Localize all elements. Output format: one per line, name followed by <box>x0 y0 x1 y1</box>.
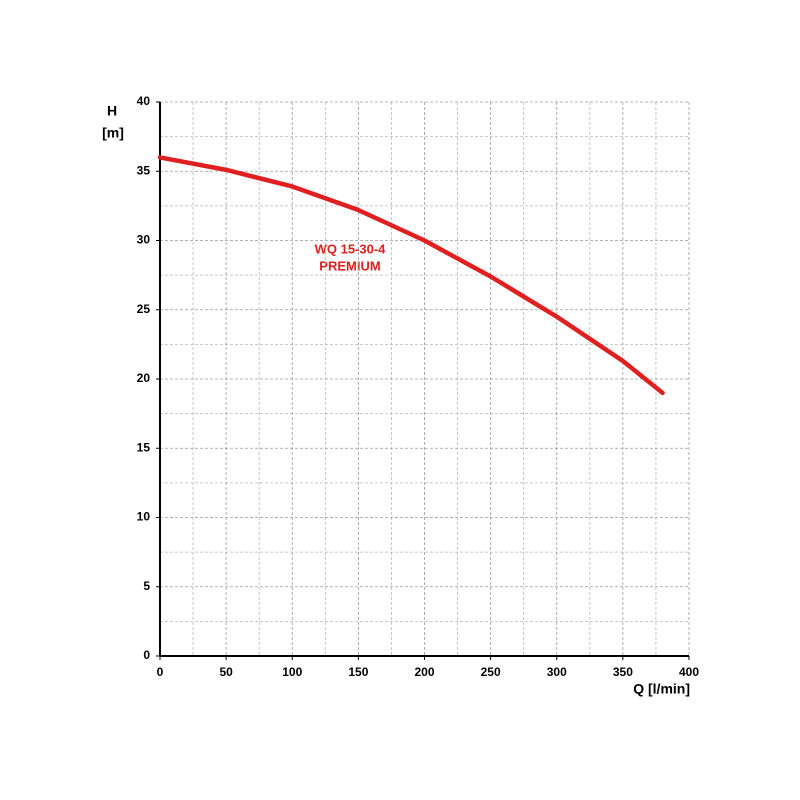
x-tick-label: 350 <box>613 665 633 679</box>
y-tick-label: 5 <box>143 579 150 593</box>
y-tick-label: 15 <box>137 440 151 454</box>
y-axis-unit: [m] <box>102 125 124 141</box>
x-tick-label: 300 <box>547 665 567 679</box>
y-tick-label: 0 <box>143 648 150 662</box>
y-tick-label: 40 <box>137 94 151 108</box>
y-axis-label: H <box>107 103 117 119</box>
annotation: WQ 15-30-4 <box>315 241 387 256</box>
y-tick-label: 30 <box>137 233 151 247</box>
line <box>157 155 665 396</box>
x-tick-label: 50 <box>219 665 233 679</box>
x-tick-label: 400 <box>679 665 699 679</box>
x-tick-label: 250 <box>481 665 501 679</box>
x-tick-label: 150 <box>348 665 368 679</box>
x-axis-label: Q [l/min] <box>633 681 690 697</box>
x-tick-label: 0 <box>157 665 164 679</box>
y-tick-label: 25 <box>137 302 151 316</box>
y-tick-label: 35 <box>137 163 151 177</box>
annotation: PREMIUM <box>319 258 380 273</box>
x-tick-label: 200 <box>414 665 434 679</box>
y-tick-label: 20 <box>137 371 151 385</box>
y-tick-label: 10 <box>137 510 151 524</box>
x-tick-label: 100 <box>282 665 302 679</box>
